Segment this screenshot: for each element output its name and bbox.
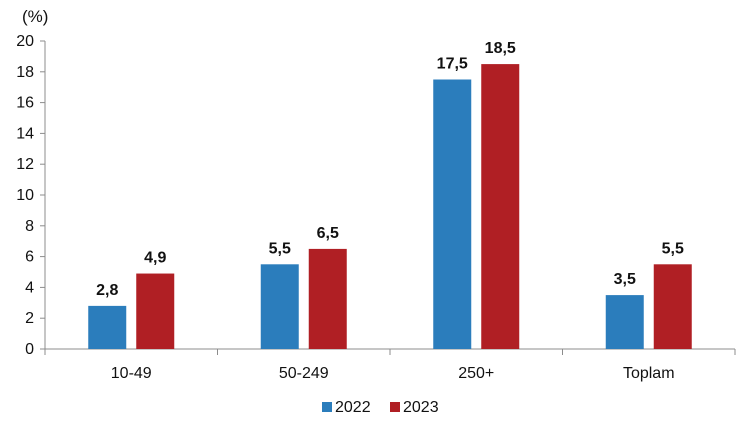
bar-2022 (260, 264, 299, 349)
y-tick-label: 8 (25, 218, 34, 235)
y-axis: 0 2 4 6 8 10 12 14 16 18 20 (16, 33, 46, 358)
y-tick-label: 2 (25, 310, 34, 327)
bar-2023 (481, 64, 520, 349)
y-tick-label: 20 (16, 33, 34, 50)
legend-label: 2023 (403, 399, 439, 416)
data-label: 6,5 (317, 225, 339, 242)
bar-2022 (88, 305, 127, 349)
data-label: 2,8 (96, 282, 118, 299)
bar-2022 (605, 295, 644, 349)
legend-swatch (390, 402, 400, 412)
bar-2022 (433, 79, 472, 349)
y-tick-label: 14 (16, 125, 34, 142)
data-labels-group: 2,8 5,5 17,5 3,5 4,9 6,5 18,5 5,5 (96, 40, 684, 299)
data-label: 3,5 (614, 271, 636, 288)
bar-2023 (136, 273, 175, 349)
x-category-label: 250+ (458, 365, 494, 382)
y-tick-label: 10 (16, 187, 34, 204)
y-tick-label: 16 (16, 95, 34, 112)
data-label: 5,5 (662, 240, 684, 257)
x-category-label: 50-249 (279, 365, 329, 382)
x-axis: 10-49 50-249 250+ Toplam (44, 348, 736, 382)
bar-2023 (653, 264, 692, 349)
data-label: 18,5 (485, 40, 516, 57)
x-category-label: 10-49 (111, 365, 152, 382)
data-label: 17,5 (437, 56, 468, 73)
bar-2023 (308, 248, 347, 349)
legend-label: 2022 (335, 399, 371, 416)
legend-swatch (322, 402, 332, 412)
data-label: 5,5 (269, 240, 291, 257)
y-tick-label: 12 (16, 156, 34, 173)
y-tick-label: 0 (25, 341, 34, 358)
data-label: 4,9 (144, 250, 166, 267)
y-tick-label: 6 (25, 249, 34, 266)
y-tick-label: 4 (25, 279, 34, 296)
y-tick-label: 18 (16, 64, 34, 81)
legend: 2022 2023 (322, 399, 439, 416)
x-category-label: Toplam (623, 365, 675, 382)
bars-group (88, 64, 692, 349)
y-unit-label: (%) (22, 7, 48, 26)
